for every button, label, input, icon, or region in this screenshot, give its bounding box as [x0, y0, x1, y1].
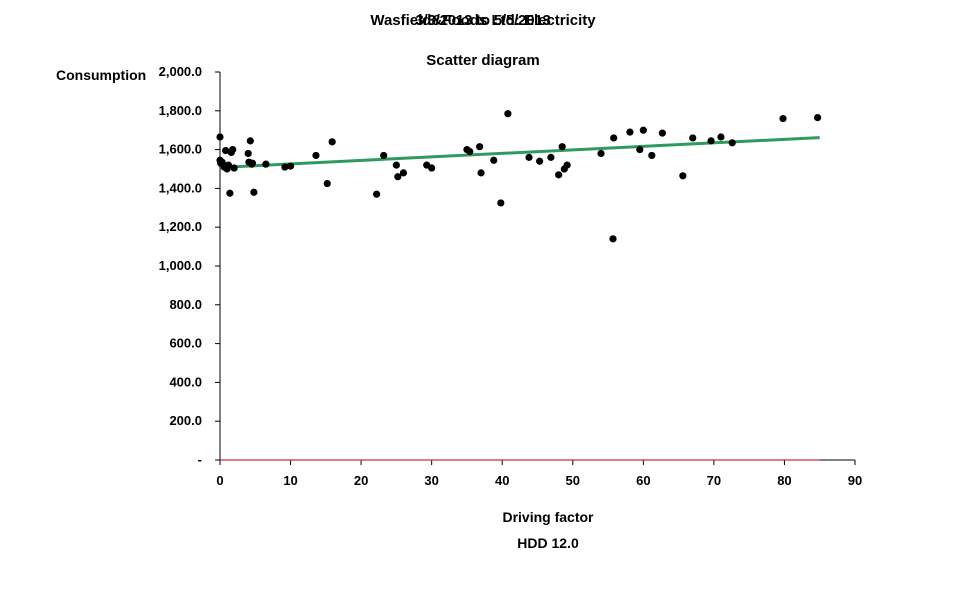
data-point — [250, 188, 258, 196]
data-point — [477, 169, 485, 177]
trend-line — [219, 136, 820, 169]
data-point — [246, 137, 254, 145]
data-point — [626, 128, 634, 136]
y-tick-label: 2,000.0 — [159, 64, 202, 79]
data-point — [373, 190, 381, 198]
chart-title-line-1: Wasfield&Foods Ltd: Electricity — [370, 12, 596, 29]
data-point — [224, 161, 233, 169]
data-point — [490, 156, 498, 164]
data-point — [610, 134, 618, 142]
data-point — [466, 147, 474, 156]
data-point — [679, 172, 687, 180]
lines — [219, 136, 820, 461]
y-tick-label: 400.0 — [169, 374, 202, 389]
x-tick-label: 20 — [354, 473, 368, 488]
x-tick-label: 30 — [424, 473, 438, 488]
y-tick-label: 600.0 — [169, 336, 202, 351]
y-ticks: - 200.0 400.0 600.0 800.0 1,000.0 1,200.0 1,400… — [159, 64, 220, 467]
points — [216, 110, 822, 243]
data-point — [262, 160, 270, 168]
x-tick-label: 50 — [566, 473, 580, 488]
data-point — [230, 164, 238, 172]
data-point — [229, 146, 237, 154]
data-point — [476, 143, 484, 151]
data-point — [547, 153, 555, 161]
x-tick-label: 0 — [216, 473, 223, 488]
x-ticks: 0 10 20 30 40 50 60 70 80 90 — [216, 460, 862, 488]
data-point — [323, 179, 331, 188]
y-tick-label: 1,600.0 — [159, 142, 202, 157]
data-point — [707, 137, 715, 145]
x-tick-label: 90 — [848, 473, 862, 488]
data-point — [248, 159, 257, 167]
data-point — [814, 113, 822, 122]
data-point — [328, 138, 336, 146]
y-tick-label: 1,200.0 — [159, 219, 202, 234]
data-point — [226, 189, 234, 197]
data-point — [525, 153, 533, 161]
data-point — [428, 164, 436, 172]
x-axis-sublabel: HDD 12.0 — [517, 535, 579, 551]
data-point — [658, 129, 666, 137]
data-point — [504, 110, 512, 118]
data-point — [222, 146, 230, 155]
data-point — [286, 162, 295, 170]
data-point — [281, 163, 289, 171]
x-tick-label: 40 — [495, 473, 509, 488]
data-point — [216, 133, 224, 141]
data-point — [392, 161, 400, 169]
x-tick-label: 60 — [636, 473, 650, 488]
x-tick-label: 80 — [777, 473, 791, 488]
x-tick-label: 70 — [707, 473, 721, 488]
y-axis-label: Consumption — [56, 67, 147, 83]
data-point — [639, 126, 647, 134]
data-point — [244, 149, 252, 158]
data-point — [597, 149, 605, 158]
data-point — [399, 169, 408, 177]
x-tick-label: 10 — [283, 473, 297, 488]
data-point — [312, 151, 320, 160]
y-tick-label: 1,400.0 — [159, 180, 202, 195]
y-tick-label: 200.0 — [169, 413, 202, 428]
y-tick-label: 800.0 — [169, 297, 202, 312]
data-point — [394, 173, 402, 181]
data-point — [497, 199, 505, 207]
data-point — [779, 114, 787, 123]
axes — [219, 72, 855, 461]
data-point — [558, 143, 566, 151]
data-point — [555, 171, 563, 179]
data-point — [380, 151, 388, 160]
data-point — [636, 146, 644, 154]
data-point — [648, 151, 656, 160]
chart-title-line-2: 3/3/2013 to 5/5/2013 — [415, 12, 551, 29]
chart-subtitle: Scatter diagram — [426, 52, 540, 69]
data-point — [609, 235, 617, 243]
x-axis-label: Driving factor — [502, 509, 594, 525]
y-tick-label: - — [198, 452, 202, 467]
data-point — [689, 134, 697, 142]
data-point — [536, 157, 544, 165]
data-point — [717, 133, 725, 141]
y-tick-label: 1,000.0 — [159, 258, 202, 273]
data-point — [563, 161, 571, 169]
y-tick-label: 1,800.0 — [159, 103, 202, 118]
data-point — [728, 139, 736, 147]
